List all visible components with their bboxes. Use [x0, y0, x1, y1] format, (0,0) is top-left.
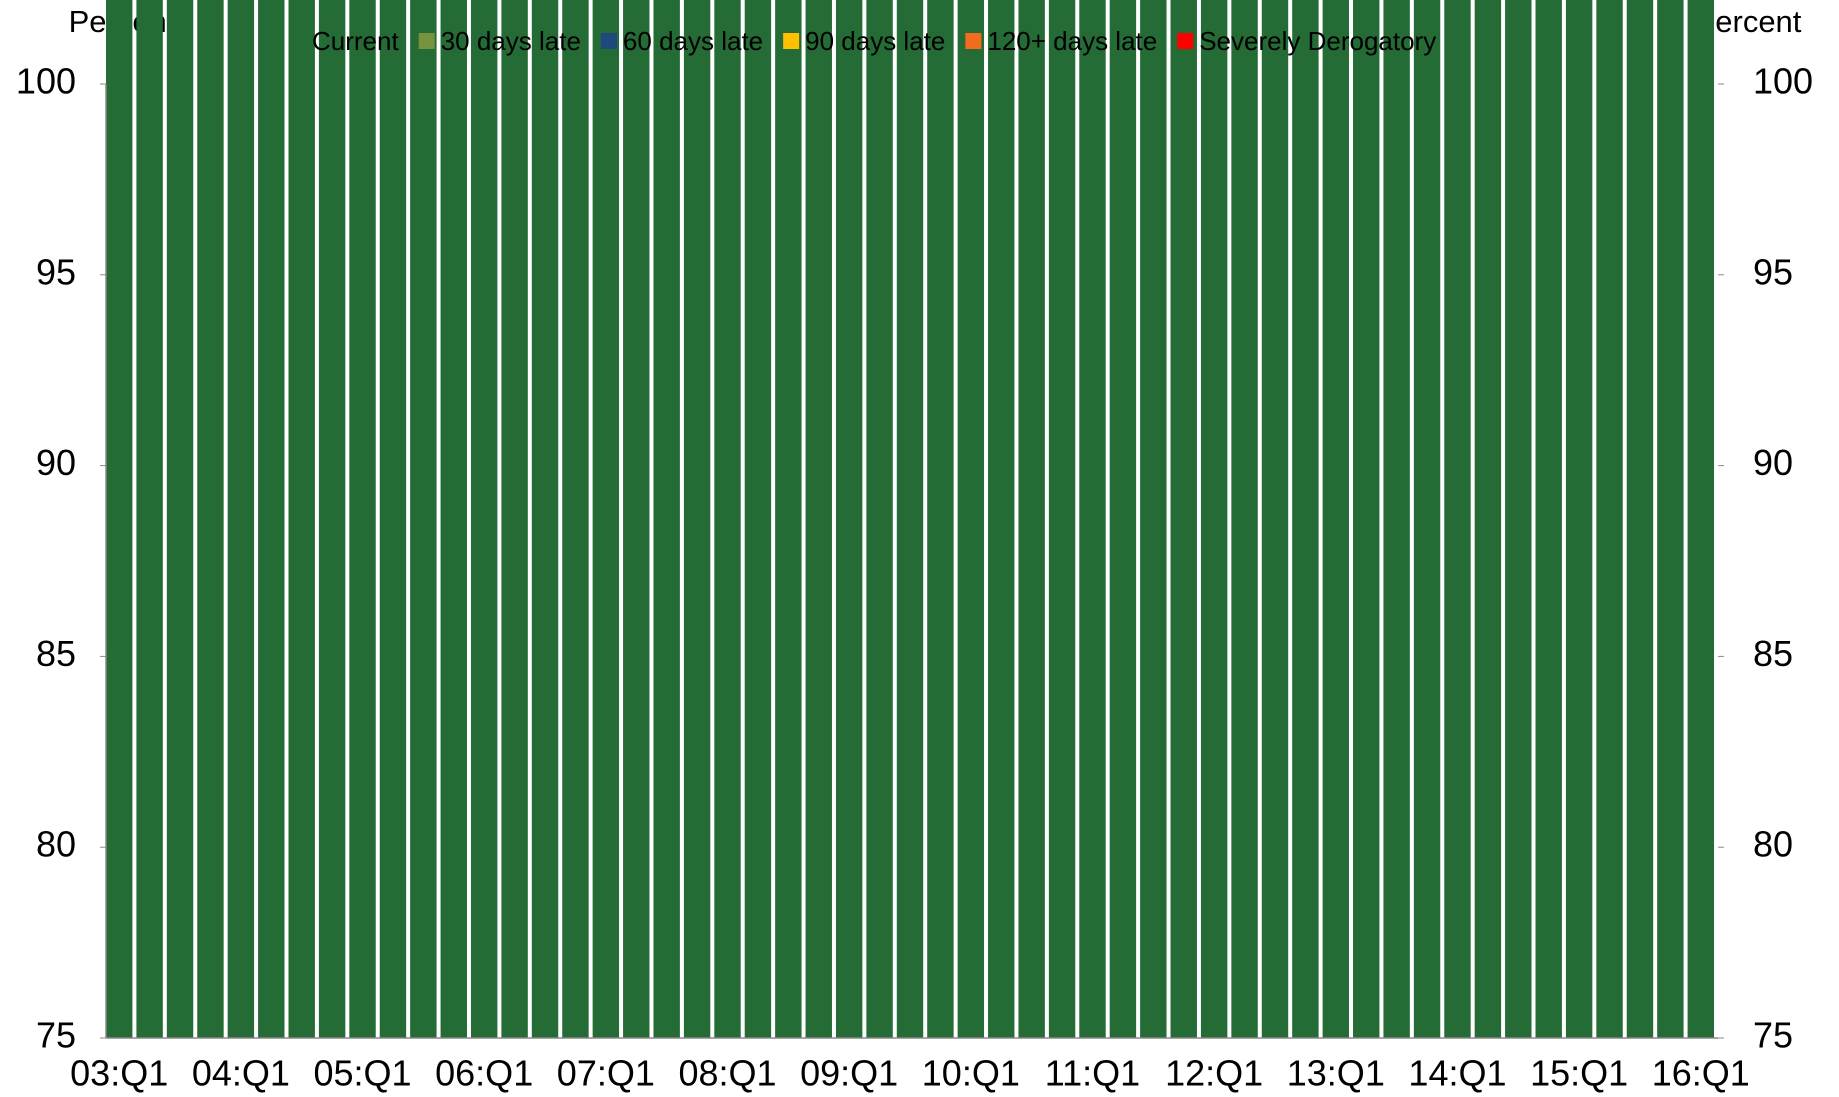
bar-segment: [1444, 0, 1471, 1038]
bar-segment: [1200, 0, 1228, 1038]
x-tick-label: 09:Q1: [800, 1053, 898, 1094]
bar-segment: [501, 0, 528, 1038]
legend-label: 90 days late: [805, 26, 945, 56]
legend-swatch: [783, 33, 800, 49]
bar-segment: [653, 0, 680, 1038]
bar-segment: [166, 0, 194, 1038]
bar-segment: [927, 0, 954, 1038]
bar-segment: [896, 0, 924, 1038]
bar-segment: [623, 0, 650, 1038]
y-tick-label: 100: [16, 61, 76, 102]
bar-segment: [1170, 0, 1197, 1038]
bar-segment: [1413, 0, 1441, 1038]
bar-segment: [714, 0, 741, 1038]
y2-tick-label: 80: [1753, 824, 1793, 865]
bar-segment: [318, 0, 346, 1038]
bar-segment: [1140, 0, 1167, 1038]
bar-segment: [1687, 0, 1714, 1038]
bar-segment: [805, 0, 832, 1038]
x-tick-label: 04:Q1: [192, 1053, 290, 1094]
bar-segment: [1322, 0, 1350, 1038]
x-tick-label: 10:Q1: [922, 1053, 1020, 1094]
x-tick-label: 07:Q1: [557, 1053, 655, 1094]
bar-segment: [1596, 0, 1623, 1038]
x-tick-label: 05:Q1: [313, 1053, 411, 1094]
bar-segment: [1261, 0, 1289, 1038]
bar-segment: [1018, 0, 1045, 1038]
x-tick-label: 15:Q1: [1530, 1053, 1628, 1094]
legend-swatch: [418, 33, 435, 49]
x-tick-label: 03:Q1: [70, 1053, 168, 1094]
bar-segment: [1231, 0, 1258, 1038]
y2-tick-label: 85: [1753, 633, 1793, 674]
legend-label: 60 days late: [623, 26, 763, 56]
bar-segment: [1292, 0, 1319, 1038]
bar-segment: [1383, 0, 1410, 1038]
bar-segment: [1109, 0, 1137, 1038]
legend-swatch: [965, 33, 982, 49]
bar-segment: [835, 0, 863, 1038]
bar-segment: [410, 0, 437, 1038]
legend-label: Current: [312, 26, 399, 56]
bar-segment: [744, 0, 772, 1038]
bar-segment: [683, 0, 711, 1038]
bar-segment: [1505, 0, 1532, 1038]
x-tick-label: 13:Q1: [1287, 1053, 1385, 1094]
bar-segment: [470, 0, 498, 1038]
bar-segment: [1657, 0, 1684, 1038]
bar-segment: [531, 0, 559, 1038]
bar-segment: [1626, 0, 1654, 1038]
bar-segment: [988, 0, 1015, 1038]
y2-tick-label: 75: [1753, 1015, 1793, 1056]
bar-segment: [592, 0, 620, 1038]
bar-segment: [288, 0, 315, 1038]
bar-segment: [1048, 0, 1076, 1038]
bar-segment: [349, 0, 376, 1038]
bar-segment: [775, 0, 802, 1038]
y-tick-label: 75: [36, 1015, 76, 1056]
legend-swatch: [1177, 33, 1194, 49]
x-tick-label: 08:Q1: [678, 1053, 776, 1094]
bar-segment: [136, 0, 163, 1038]
x-tick-label: 11:Q1: [1045, 1053, 1140, 1094]
bar-segment: [258, 0, 285, 1038]
y2-tick-label: 95: [1753, 251, 1793, 292]
bar-segment: [562, 0, 589, 1038]
legend-label: 30 days late: [441, 26, 581, 56]
x-tick-label: 12:Q1: [1165, 1053, 1263, 1094]
y2-tick-label: 90: [1753, 442, 1793, 483]
y2-tick-label: 100: [1753, 61, 1813, 102]
x-tick-label: 14:Q1: [1408, 1053, 1506, 1094]
bar-segment: [379, 0, 407, 1038]
bar-segment: [1079, 0, 1106, 1038]
bar-segment: [1535, 0, 1562, 1038]
y-tick-label: 90: [36, 442, 76, 483]
bar-segment: [1353, 0, 1380, 1038]
bar-segment: [1565, 0, 1593, 1038]
bar-segment: [1474, 0, 1502, 1038]
x-tick-label: 06:Q1: [435, 1053, 533, 1094]
y-tick-label: 95: [36, 251, 76, 292]
bar-segment: [227, 0, 255, 1038]
legend-label: Severely Derogatory: [1199, 26, 1436, 56]
legend-label: 120+ days late: [987, 26, 1157, 56]
y-tick-label: 80: [36, 824, 76, 865]
bar-segment: [197, 0, 224, 1038]
legend-swatch: [600, 33, 617, 49]
legend-swatch: [290, 33, 306, 49]
y-tick-label: 85: [36, 633, 76, 674]
bar-segment: [957, 0, 985, 1038]
bar-segment: [440, 0, 467, 1038]
bar-segment: [866, 0, 893, 1038]
x-tick-label: 16:Q1: [1652, 1053, 1750, 1094]
bar-segment: [106, 0, 133, 1038]
